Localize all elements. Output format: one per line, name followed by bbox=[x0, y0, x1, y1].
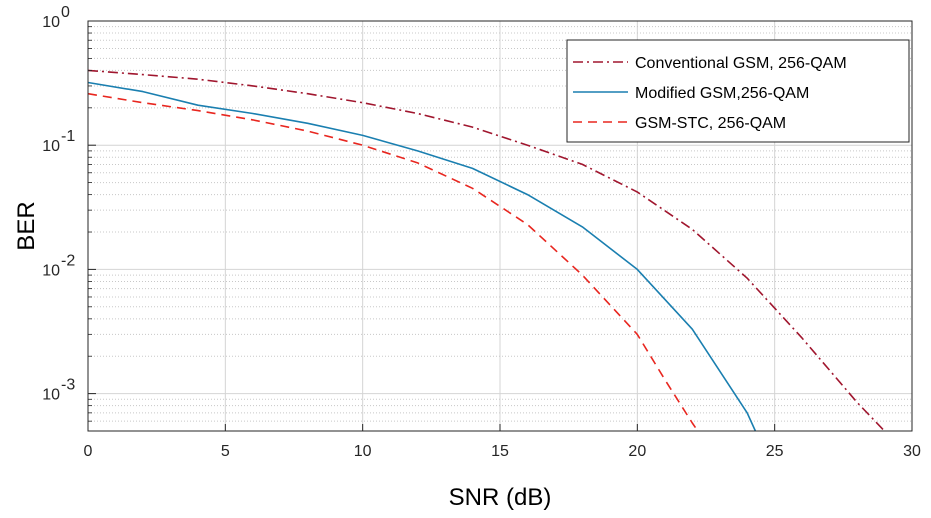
series-line bbox=[87, 92, 699, 432]
y-tick-label-base: 10 bbox=[42, 262, 60, 279]
x-tick-label: 20 bbox=[628, 443, 646, 460]
x-tick-label: 10 bbox=[354, 443, 372, 460]
y-tick-label-exponent: -2 bbox=[61, 252, 75, 269]
x-axis-label: SNR (dB) bbox=[449, 484, 552, 511]
y-tick-label-exponent: -1 bbox=[61, 128, 75, 145]
y-tick-label-base: 10 bbox=[42, 138, 60, 155]
y-axis-label: BER bbox=[13, 201, 40, 250]
legend: Conventional GSM, 256-QAM Modified GSM,25… bbox=[566, 39, 910, 143]
grid-layer bbox=[88, 21, 912, 431]
x-tick-label: 5 bbox=[221, 443, 230, 460]
y-tick-label-exponent: 0 bbox=[61, 4, 70, 21]
x-tick-label: 30 bbox=[903, 443, 921, 460]
y-tick-label-base: 10 bbox=[42, 14, 60, 31]
y-tick-label-base: 10 bbox=[42, 387, 60, 404]
x-tick-label: 25 bbox=[766, 443, 784, 460]
tick-layer bbox=[87, 20, 913, 431]
series-line bbox=[87, 69, 886, 432]
x-tick-label: 15 bbox=[491, 443, 509, 460]
series-line bbox=[87, 81, 757, 432]
legend-label: Conventional GSM, 256-QAM bbox=[635, 55, 847, 72]
y-tick-label-exponent: -3 bbox=[61, 377, 75, 394]
legend-box bbox=[566, 39, 910, 143]
x-tick-label: 0 bbox=[84, 443, 93, 460]
series-layer bbox=[87, 69, 886, 432]
legend-label: GSM-STC, 256-QAM bbox=[635, 115, 786, 132]
legend-label: Modified GSM,256-QAM bbox=[635, 85, 809, 102]
